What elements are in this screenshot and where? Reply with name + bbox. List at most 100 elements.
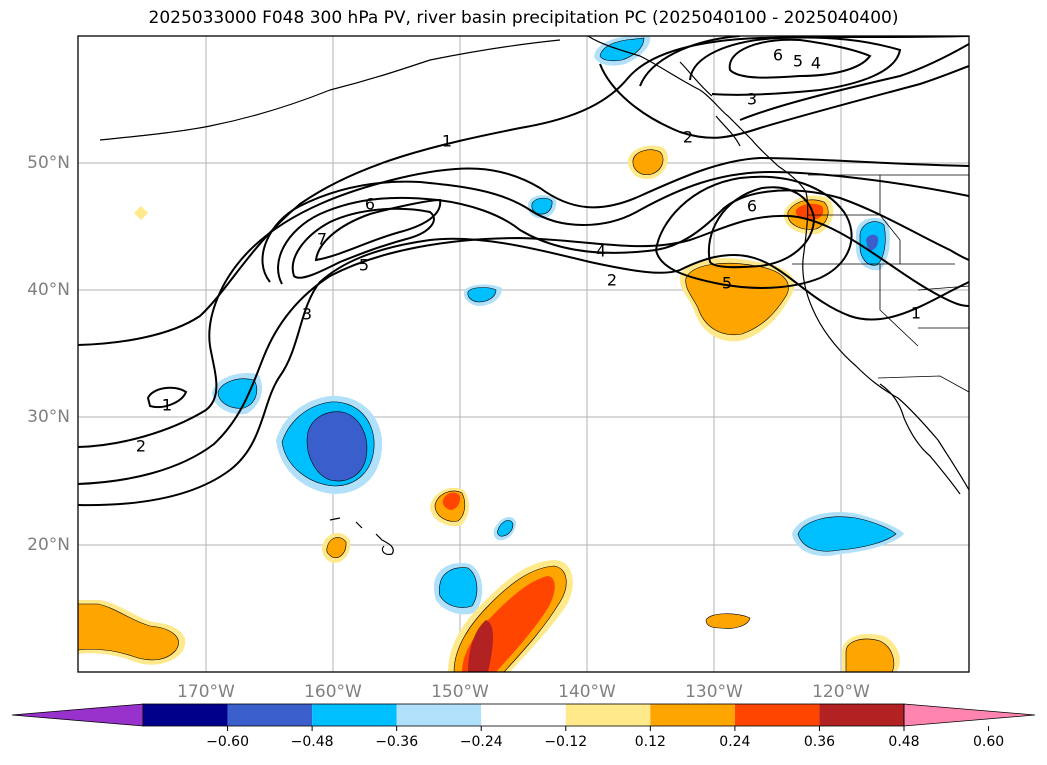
border-misc: [917, 285, 969, 329]
contour-label: 4: [811, 54, 821, 73]
coast-bc-islands: [679, 61, 741, 147]
shade-pos-small-mid: [326, 537, 347, 558]
map-frame: [77, 35, 970, 673]
pv-contour-ak-6: [728, 38, 872, 79]
shade-alaska-mid: [599, 37, 645, 62]
lat-label: 50°N: [27, 153, 70, 173]
colorbar-tick-label: −0.60: [206, 734, 249, 750]
lon-label: 140°W: [558, 682, 616, 702]
lat-label: 40°N: [27, 280, 70, 300]
coast-hawaii: [329, 517, 394, 555]
colorbar: −0.60 −0.48 −0.36 −0.24 −0.12 0.12 0.24 0.36 0.4…: [11, 703, 1036, 750]
lon-label: 150°W: [431, 682, 489, 702]
colorbar-tick-label: 0.48: [888, 734, 919, 750]
colorbar-segment: [819, 704, 904, 726]
contour-label: 6: [747, 197, 757, 216]
colorbar-segment: [143, 704, 228, 726]
coast-alaska-peninsula: [99, 39, 561, 141]
lon-label: 120°W: [812, 682, 870, 702]
lat-label: 30°N: [27, 407, 70, 427]
contour-label: 5: [722, 274, 732, 293]
shade-neg-small-1-mid: [531, 197, 553, 215]
contour-label: 7: [317, 230, 327, 249]
pv-contour-2-band: [78, 237, 969, 507]
shade-pos-small-2: [705, 613, 751, 629]
coast-baja: [879, 383, 961, 495]
shade-pos-sw-mid: [78, 603, 179, 661]
pv-contour-1-south: [78, 214, 969, 485]
colorbar-extend-low: [11, 703, 144, 727]
lon-label: 130°W: [685, 682, 743, 702]
map-area: [78, 36, 969, 672]
colorbar-segment: [227, 704, 313, 726]
contour-label: 6: [365, 195, 375, 214]
contour-label: 3: [302, 305, 312, 324]
contour-label: 5: [359, 256, 369, 275]
colorbar-frame: [142, 703, 905, 727]
colorbar-segment: [396, 704, 482, 726]
map-title: 2025033000 F048 300 hPa PV, river basin …: [148, 8, 899, 28]
precip-shading: [78, 36, 904, 672]
contour-label: 5: [793, 52, 803, 71]
pv-contours: [78, 36, 969, 507]
contour-label: 2: [136, 437, 146, 456]
pv-contour-sw-loop: [146, 386, 188, 408]
pv-contour-3: [261, 170, 969, 283]
shade-pos-se-mid: [845, 638, 895, 672]
shade-neg-5-mid: [438, 567, 478, 608]
coast-na-west: [587, 36, 969, 491]
pv-contour-4: [277, 189, 969, 285]
colorbar-segment: [312, 704, 397, 726]
colorbar-segment: [734, 704, 820, 726]
shade-pos-band-top: [468, 620, 493, 672]
colorbar-tick-label: 0.36: [804, 734, 835, 750]
pv-contour-5-east: [654, 175, 853, 289]
shade-dot-west: [134, 206, 148, 220]
colorbar-tick-label: 0.60: [973, 734, 1004, 750]
colorbar-tick-label: −0.48: [291, 734, 334, 750]
border-idaho: [879, 175, 901, 264]
shade-neg-small-2-mid: [467, 287, 497, 303]
pv-contour-1-outer: [78, 36, 969, 346]
pv-contour-5-west: [291, 207, 435, 279]
contour-label: 6: [773, 46, 783, 65]
shade-neg-3-mid: [217, 378, 257, 409]
shade-neg-big-high: [306, 411, 368, 482]
contour-label: 3: [747, 90, 757, 109]
colorbar-tick-label: −0.12: [544, 734, 587, 750]
colorbar-tick-label: −0.24: [460, 734, 503, 750]
contour-label: 1: [442, 132, 452, 151]
coastlines: [99, 36, 969, 555]
shade-neg-4-mid: [497, 520, 514, 537]
contour-label: 1: [911, 304, 921, 323]
pv-contour-6-west: [314, 198, 442, 262]
shade-neg-idaho-high: [866, 234, 879, 251]
pv-contour-2-west: [78, 156, 969, 448]
colorbar-segment: [481, 704, 566, 726]
contour-label: 1: [162, 396, 172, 415]
border-ca-nv: [879, 264, 919, 347]
contour-label: 2: [683, 128, 693, 147]
shade-neg-baja-mid: [797, 516, 897, 552]
colorbar-tick-label: 0.24: [719, 734, 750, 750]
border-us-mexico: [877, 375, 969, 393]
contour-label: 4: [596, 242, 606, 261]
shade-pos-hawaii-high: [442, 492, 461, 510]
shade-pos-col-high: [795, 203, 824, 220]
colorbar-extend-high: [903, 703, 1036, 727]
lon-label: 160°W: [304, 682, 362, 702]
pv-contour-ak-3: [639, 36, 969, 121]
pv-contour-ak-5: [689, 36, 902, 96]
lat-label: 20°N: [27, 535, 70, 555]
contour-label: 2: [607, 271, 617, 290]
contour-label: 1: [162, 396, 172, 415]
colorbar-tick-label: −0.36: [375, 734, 418, 750]
shade-goa-mid: [632, 149, 664, 175]
colorbar-segment: [565, 704, 651, 726]
lon-labels: 170°W 160°W 150°W 140°W 130°W 120°W: [177, 682, 870, 702]
lat-labels: 50°N 40°N 30°N 20°N: [27, 153, 70, 555]
lon-label: 170°W: [177, 682, 235, 702]
pv-contour-6-east: [707, 186, 816, 269]
pv-contour-ak-2: [599, 63, 969, 139]
